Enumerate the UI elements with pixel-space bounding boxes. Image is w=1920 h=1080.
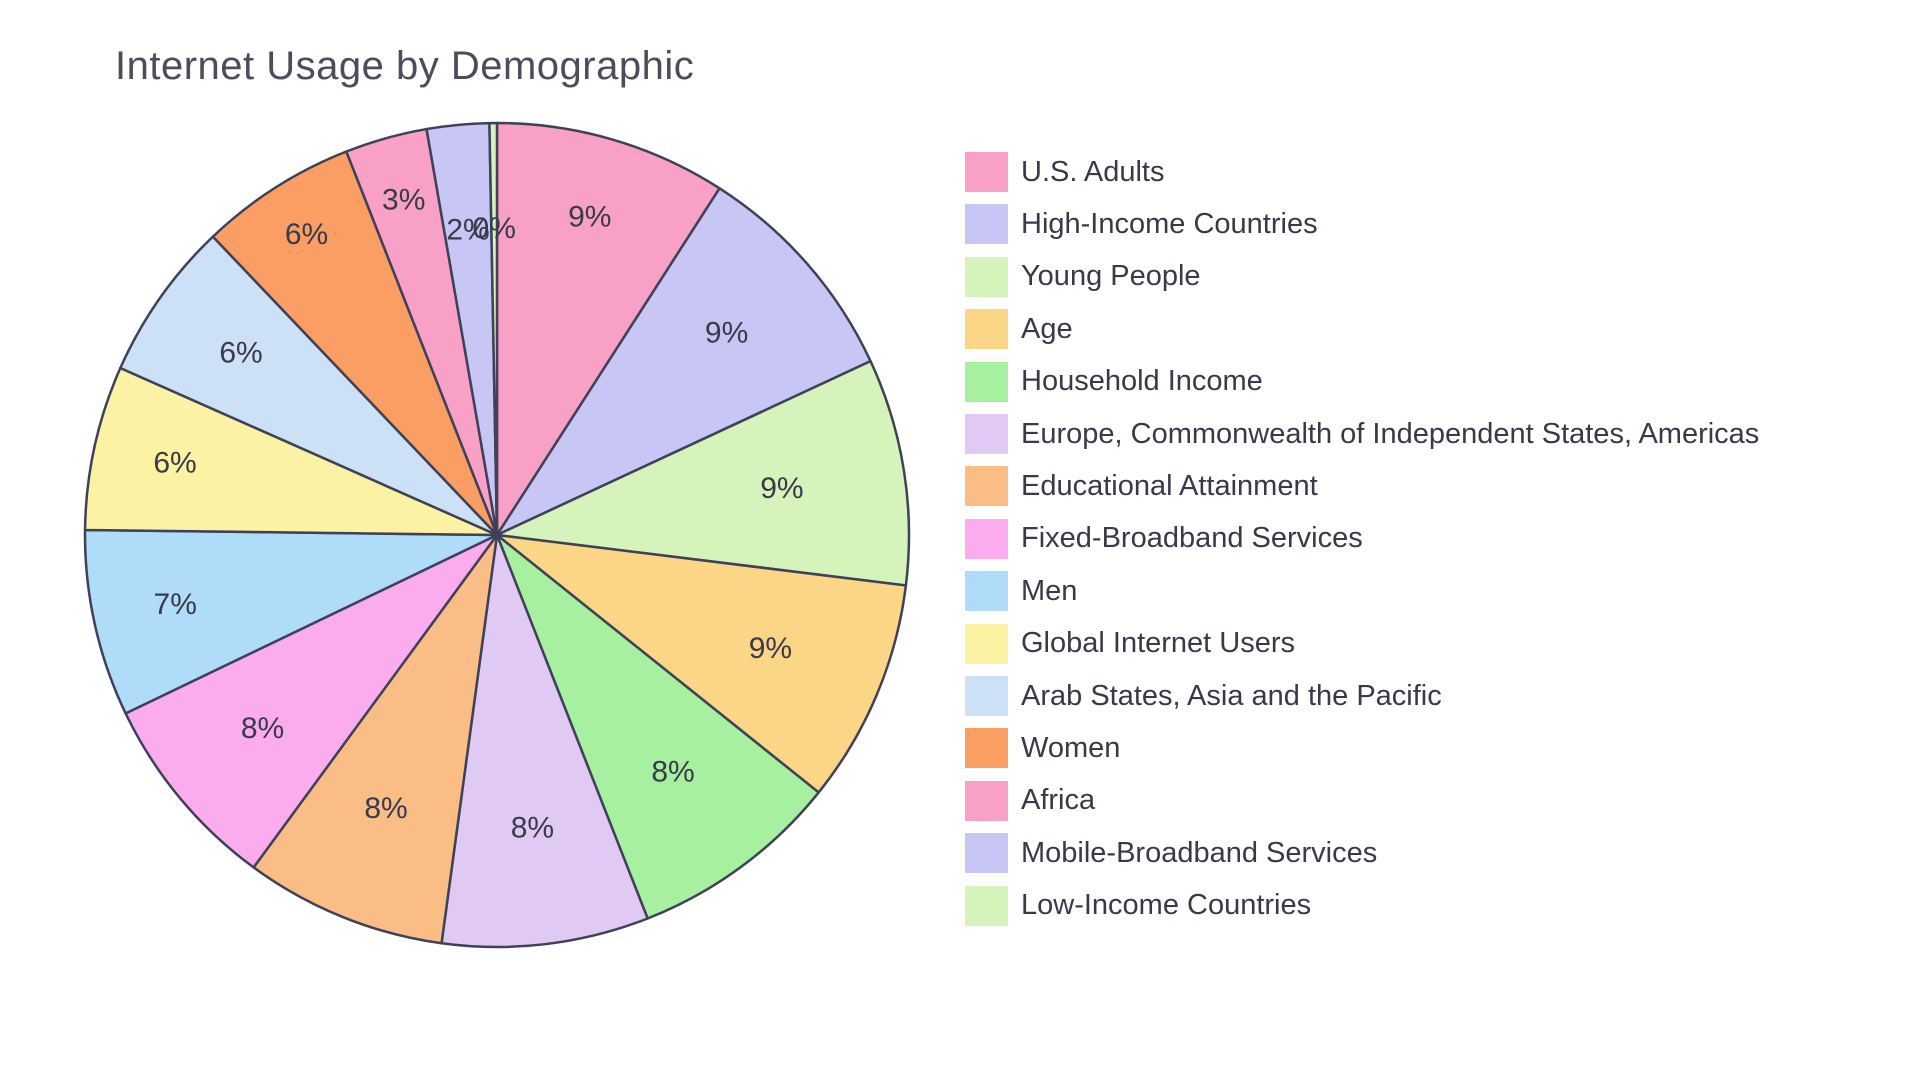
pie-slice-high-income-countries[interactable] xyxy=(495,187,872,537)
pie-slice-age[interactable] xyxy=(495,533,908,794)
legend-swatch-arab-states-asia-and-the-pacific xyxy=(965,676,1008,716)
legend-item-mobile-broadband-services[interactable]: Mobile-Broadband Services xyxy=(965,831,1377,875)
legend-swatch-household-income xyxy=(965,361,1008,402)
legend-swatch-fixed-broadband-services xyxy=(965,518,1008,559)
legend-item-low-income-countries[interactable]: Low-Income Countries xyxy=(965,884,1311,928)
pie-slice-u-s-adults[interactable] xyxy=(495,121,721,537)
pie-slice-percent-mobile-broadband-services: 2% xyxy=(446,213,489,246)
legend-swatch-u-s-adults xyxy=(965,152,1008,192)
pie-slice-percent-low-income-countries: 0% xyxy=(473,212,516,245)
legend-swatch-africa xyxy=(965,780,1008,821)
legend-item-fixed-broadband-services[interactable]: Fixed-Broadband Services xyxy=(965,517,1363,561)
legend-label-young-people: Young People xyxy=(1021,260,1201,293)
pie-slice-low-income-countries[interactable] xyxy=(488,121,499,537)
pie-slice-percent-men: 7% xyxy=(154,588,197,621)
legend-label-global-internet-users: Global Internet Users xyxy=(1021,627,1296,660)
legend-swatch-global-internet-users xyxy=(965,623,1008,664)
legend-label-low-income-countries: Low-Income Countries xyxy=(1021,889,1312,922)
legend-item-young-people[interactable]: Young People xyxy=(965,255,1201,299)
legend-item-educational-attainment[interactable]: Educational Attainment xyxy=(965,464,1318,508)
legend-label-fixed-broadband-services: Fixed-Broadband Services xyxy=(1021,522,1363,555)
pie-slice-household-income[interactable] xyxy=(495,533,820,920)
pie-slice-fixed-broadband-services[interactable] xyxy=(124,533,499,869)
pie-slice-women[interactable] xyxy=(211,150,499,537)
pie-slice-percent-u-s-adults: 9% xyxy=(568,201,611,234)
legend-item-women[interactable]: Women xyxy=(965,726,1120,770)
legend-label-europe-commonwealth-of-independent-states-americas: Europe, Commonwealth of Independent Stat… xyxy=(1021,417,1760,450)
legend-item-men[interactable]: Men xyxy=(965,569,1077,613)
pie-slice-global-internet-users[interactable] xyxy=(83,366,499,537)
pie-slice-percent-europe-commonwealth-of-independent-states-americas: 8% xyxy=(511,811,554,844)
legend-label-men: Men xyxy=(1021,574,1078,607)
pie-slice-percent-arab-states-asia-and-the-pacific: 6% xyxy=(219,337,262,370)
pie-slice-arab-states-asia-and-the-pacific[interactable] xyxy=(119,235,499,537)
legend-label-household-income: Household Income xyxy=(1021,365,1263,398)
legend-label-high-income-countries: High-Income Countries xyxy=(1021,207,1318,240)
pie-slice-percent-young-people: 9% xyxy=(760,472,803,505)
pie-slice-young-people[interactable] xyxy=(495,359,911,587)
pie-slice-percent-educational-attainment: 8% xyxy=(364,792,407,825)
pie-slice-percent-fixed-broadband-services: 8% xyxy=(241,712,284,745)
legend-label-women: Women xyxy=(1021,731,1121,764)
pie-slice-europe-commonwealth-of-independent-states-americas[interactable] xyxy=(440,533,649,949)
legend-swatch-educational-attainment xyxy=(965,466,1008,507)
legend-swatch-women xyxy=(965,728,1008,769)
legend-label-age: Age xyxy=(1021,312,1073,345)
chart-title: Internet Usage by Demographic xyxy=(115,44,695,88)
legend-item-high-income-countries[interactable]: High-Income Countries xyxy=(965,202,1318,246)
legend-item-africa[interactable]: Africa xyxy=(965,779,1095,823)
legend-swatch-men xyxy=(965,571,1008,612)
pie-slice-percent-household-income: 8% xyxy=(651,756,694,789)
pie-slice-percent-africa: 3% xyxy=(382,184,425,217)
legend-label-u-s-adults: U.S. Adults xyxy=(1021,155,1165,188)
legend-item-arab-states-asia-and-the-pacific[interactable]: Arab States, Asia and the Pacific xyxy=(965,674,1442,718)
pie-slice-percent-age: 9% xyxy=(749,632,792,665)
legend-item-household-income[interactable]: Household Income xyxy=(965,360,1263,404)
legend-item-age[interactable]: Age xyxy=(965,307,1073,351)
legend-swatch-high-income-countries xyxy=(965,204,1008,245)
pie-slice-percent-global-internet-users: 6% xyxy=(153,447,196,480)
legend-label-mobile-broadband-services: Mobile-Broadband Services xyxy=(1021,836,1378,869)
legend-swatch-young-people xyxy=(965,256,1008,297)
pie-slice-educational-attainment[interactable] xyxy=(252,533,499,945)
legend-swatch-age xyxy=(965,309,1008,350)
pie-slice-men[interactable] xyxy=(83,528,499,715)
legend-item-u-s-adults[interactable]: U.S. Adults xyxy=(965,150,1164,194)
legend-swatch-low-income-countries xyxy=(965,885,1008,926)
pie-slice-percent-high-income-countries: 9% xyxy=(705,316,748,349)
legend-item-global-internet-users[interactable]: Global Internet Users xyxy=(965,622,1295,666)
legend-swatch-mobile-broadband-services xyxy=(965,833,1008,874)
legend-label-educational-attainment: Educational Attainment xyxy=(1021,469,1318,502)
legend-label-africa: Africa xyxy=(1021,784,1096,817)
legend-label-arab-states-asia-and-the-pacific: Arab States, Asia and the Pacific xyxy=(1021,679,1442,712)
pie-slice-percent-women: 6% xyxy=(285,218,328,251)
legend-swatch-europe-commonwealth-of-independent-states-americas xyxy=(965,414,1008,454)
legend-item-europe-commonwealth-of-independent-states-americas[interactable]: Europe, Commonwealth of Independent Stat… xyxy=(965,412,1759,456)
